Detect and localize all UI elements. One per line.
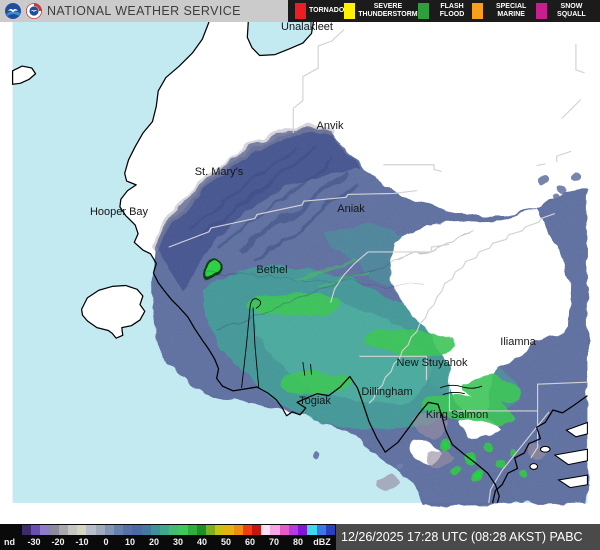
colorbar-segment (307, 525, 317, 535)
radar-map-canvas (11, 22, 588, 504)
alert-label: TORNADO (309, 6, 345, 14)
scale-tick-50: 50 (220, 537, 232, 547)
colorbar-segment (298, 525, 308, 535)
scale-tick-0: 0 (103, 537, 109, 547)
scale-tick-40: 40 (196, 537, 208, 547)
rivers-lakes (241, 298, 483, 396)
colorbar-segment (141, 525, 151, 535)
colorbar-segment (68, 525, 78, 535)
alert-color-swatch (472, 3, 484, 19)
scale-tick-60: 60 (244, 537, 256, 547)
alert-legend-item: SNOW SQUALL (535, 2, 593, 19)
colorbar-segment (215, 525, 225, 535)
colorbar-segment (95, 525, 105, 535)
colorbar-segment (224, 525, 234, 535)
alert-color-swatch (295, 3, 306, 19)
alert-color-swatch (417, 3, 429, 19)
header-bar: NATIONAL WEATHER SERVICE TORNADO SEVERE T… (0, 0, 600, 22)
alert-label: SEVERE THUNDERSTORM (358, 2, 418, 18)
colorbar-segment (150, 525, 161, 535)
islands (11, 65, 146, 339)
colorbar-segment (40, 525, 50, 535)
colorbar-segment (325, 525, 335, 535)
colorbar-segment (178, 525, 188, 535)
colorbar-segment (261, 525, 271, 535)
alert-legend-bar: TORNADO SEVERE THUNDERSTORM FLASH FLOOD SPE… (288, 0, 600, 22)
alert-label: SPECIAL MARINE (495, 2, 527, 18)
scale-tick--10: -10 (75, 537, 89, 547)
alert-legend-item: FLASH FLOOD (417, 2, 473, 19)
nws-brand: NATIONAL WEATHER SERVICE (0, 0, 288, 22)
map-viewport[interactable]: Unalakleet Anvik St. Mary's Hooper Bay Aniak… (0, 21, 600, 524)
colorbar-segment (169, 525, 179, 535)
alert-label: FLASH FLOOD (439, 2, 465, 18)
scale-unit-label: dBZ (313, 537, 331, 547)
scale-tick-80: 80 (292, 537, 304, 547)
colorbar-segment (316, 525, 326, 535)
alert-legend-item: SEVERE THUNDERSTORM (344, 2, 418, 19)
colorbar-segment (86, 525, 96, 535)
colorbar-segment (187, 525, 197, 535)
scale-tick-30: 30 (172, 537, 184, 547)
reflectivity-colorbar (22, 525, 335, 535)
bottom-status-bar: nd -30 -20 -10 0 10 20 30 40 50 60 70 80 dBZ 12/26/2… (0, 524, 600, 550)
alert-color-swatch (535, 3, 547, 19)
scale-tick--30: -30 (27, 537, 41, 547)
scale-tick-20: 20 (148, 537, 160, 547)
colorbar-segment (58, 525, 69, 535)
colorbar-segment (196, 525, 207, 535)
zone-boundaries (168, 29, 588, 504)
scale-tick-70: 70 (268, 537, 280, 547)
timestamp-text: 12/26/2025 17:28 UTC (08:28 AKST) PABC (341, 530, 583, 544)
colorbar-segment (132, 525, 142, 535)
colorbar-segment (270, 525, 280, 535)
colorbar-segment (233, 525, 243, 535)
agency-title: NATIONAL WEATHER SERVICE (47, 4, 241, 18)
reflectivity-scale: nd -30 -20 -10 0 10 20 30 40 50 60 70 80 dBZ (0, 524, 336, 550)
alert-legend-item: TORNADO (295, 3, 344, 19)
scale-tick-10: 10 (124, 537, 136, 547)
colorbar-segment (123, 525, 133, 535)
colorbar-segment (288, 525, 299, 535)
noaa-logo-icon (5, 3, 21, 19)
colorbar-segment (279, 525, 289, 535)
colorbar-segment (114, 525, 124, 535)
colorbar-segment (206, 525, 216, 535)
alert-color-swatch (344, 3, 356, 19)
nd-label: nd (4, 537, 15, 547)
colorbar-segment (242, 525, 253, 535)
colorbar-segment (22, 525, 32, 535)
coastline (119, 22, 588, 504)
colorbar-segment (77, 525, 87, 535)
colorbar-segment (31, 525, 41, 535)
scale-tick--20: -20 (51, 537, 65, 547)
colorbar-segment (104, 525, 115, 535)
alert-label: SNOW SQUALL (557, 2, 586, 18)
colorbar-segment (160, 525, 170, 535)
nws-logo-icon (26, 3, 42, 19)
alert-legend-item: SPECIAL MARINE (472, 3, 535, 19)
fjord-coast (529, 421, 588, 489)
colorbar-segment (252, 525, 262, 535)
timestamp-bar: 12/26/2025 17:28 UTC (08:28 AKST) PABC (336, 524, 600, 550)
colorbar-segment (49, 525, 59, 535)
